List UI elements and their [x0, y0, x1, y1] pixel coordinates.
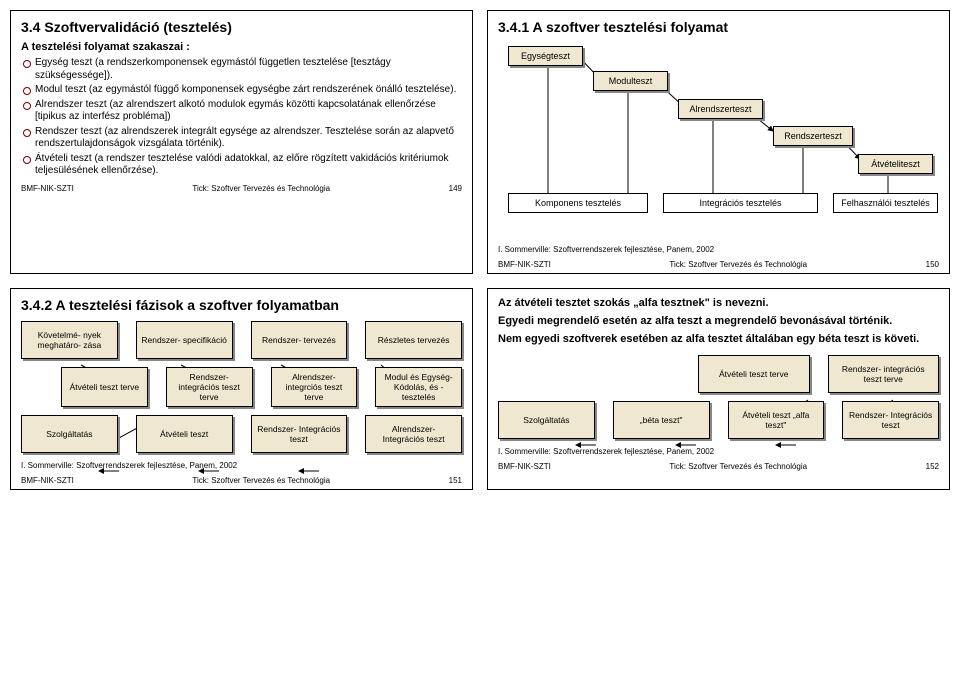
footer-left: BMF-NIK-SZTI	[21, 476, 74, 485]
para: Egyedi megrendelő esetén az alfa teszt a…	[498, 315, 939, 327]
cell: Rendszer- integrációs teszt terve	[166, 367, 253, 407]
para: Nem egyedi szoftverek esetében az alfa t…	[498, 333, 939, 345]
slide-149: 3.4 Szoftvervalidáció (tesztelés) A tesz…	[10, 10, 473, 274]
box-rendszerteszt: Rendszerteszt	[773, 126, 853, 146]
para: Az átvételi tesztet szokás „alfa tesztne…	[498, 297, 939, 309]
citation: I. Sommerville: Szoftverrendszerek fejle…	[498, 245, 939, 254]
bullet-item: Egység teszt (a rendszerkomponensek egym…	[21, 57, 462, 82]
bullet-item: Átvételi teszt (a rendszer tesztelése va…	[21, 153, 462, 178]
footer-center: Tick: Szoftver Tervezés és Technológia	[669, 462, 807, 471]
box-modulteszt: Modulteszt	[593, 71, 668, 91]
box-integr: Integrációs tesztelés	[663, 193, 818, 213]
footer-right: 151	[449, 476, 462, 485]
row-1: Követelmé- nyek meghatáro- zása Rendszer…	[21, 321, 462, 359]
footer-center: Tick: Szoftver Tervezés és Technológia	[192, 476, 330, 485]
slide-title: 3.4.1 A szoftver tesztelési folyamat	[498, 19, 939, 35]
cell: Szolgáltatás	[498, 401, 595, 439]
box-komponens: Komponens tesztelés	[508, 193, 648, 213]
footer-left: BMF-NIK-SZTI	[21, 184, 74, 193]
cell: Modul és Egység- Kódolás, és -tesztelés	[375, 367, 462, 407]
v-diagram: Követelmé- nyek meghatáro- zása Rendszer…	[21, 321, 462, 453]
cell: Rendszer- specifikáció	[136, 321, 233, 359]
cell: „béta teszt"	[613, 401, 710, 439]
slide-footer: BMF-NIK-SZTI Tick: Szoftver Tervezés és …	[21, 184, 462, 193]
v-diagram-2: Átvételi teszt terve Rendszer- integráci…	[498, 355, 939, 439]
slide-footer: BMF-NIK-SZTI Tick: Szoftver Tervezés és …	[21, 476, 462, 485]
bullet-item: Modul teszt (az egymástól függő komponen…	[21, 84, 462, 97]
footer-right: 150	[926, 260, 939, 269]
cell: Alrendszer- Integrációs teszt	[365, 415, 462, 453]
cell: Rendszer- Integrációs teszt	[251, 415, 348, 453]
bullet-list: Egység teszt (a rendszerkomponensek egym…	[21, 57, 462, 178]
footer-center: Tick: Szoftver Tervezés és Technológia	[192, 184, 330, 193]
slide-subhead: A tesztelési folyamat szakaszai :	[21, 41, 462, 53]
row-3: Szolgáltatás Átvételi teszt Rendszer- In…	[21, 415, 462, 453]
slide-footer: BMF-NIK-SZTI Tick: Szoftver Tervezés és …	[498, 260, 939, 269]
cell: Szolgáltatás	[21, 415, 118, 453]
slide-152: Az átvételi tesztet szokás „alfa tesztne…	[487, 288, 950, 490]
slide-title: 3.4 Szoftvervalidáció (tesztelés)	[21, 19, 462, 35]
footer-right: 152	[926, 462, 939, 471]
cell: Rendszer- tervezés	[251, 321, 348, 359]
slide-title: 3.4.2 A tesztelési fázisok a szoftver fo…	[21, 297, 462, 313]
box-felh: Felhasználói tesztelés	[833, 193, 938, 213]
box-egysegteszt: Egységteszt	[508, 46, 583, 66]
box-alrendszerteszt: Alrendszerteszt	[678, 99, 763, 119]
cell: Átvételi teszt terve	[698, 355, 810, 393]
bullet-item: Alrendszer teszt (az alrendszert alkotó …	[21, 99, 462, 124]
box-atveteliteszt: Átvételiteszt	[858, 154, 933, 174]
footer-left: BMF-NIK-SZTI	[498, 260, 551, 269]
cell: Átvételi teszt	[136, 415, 233, 453]
footer-left: BMF-NIK-SZTI	[498, 462, 551, 471]
citation: I. Sommerville: Szoftverrendszerek fejle…	[498, 447, 939, 456]
slide-150: 3.4.1 A szoftver tesztelési folyamat	[487, 10, 950, 274]
cell: Átvételi teszt terve	[61, 367, 148, 407]
footer-center: Tick: Szoftver Tervezés és Technológia	[669, 260, 807, 269]
cell: Alrendszer- integrciós teszt terve	[271, 367, 358, 407]
footer-right: 149	[449, 184, 462, 193]
row-2: Átvételi teszt terve Rendszer- integráci…	[61, 367, 462, 407]
slide-151: 3.4.2 A tesztelési fázisok a szoftver fo…	[10, 288, 473, 490]
row-2: Átvételi teszt terve Rendszer- integráci…	[698, 355, 939, 393]
cell: Követelmé- nyek meghatáro- zása	[21, 321, 118, 359]
cell: Részletes tervezés	[365, 321, 462, 359]
cell: Átvételi teszt „alfa teszt"	[728, 401, 825, 439]
cell: Rendszer- integrációs teszt terve	[828, 355, 940, 393]
cell: Rendszer- Integrációs teszt	[842, 401, 939, 439]
bullet-item: Rendszer teszt (az alrendszerek integrál…	[21, 126, 462, 151]
citation: I. Sommerville: Szoftverrendszerek fejle…	[21, 461, 462, 470]
flow-diagram: Egységteszt Modulteszt Alrendszerteszt R…	[498, 41, 939, 241]
row-3: Szolgáltatás „béta teszt" Átvételi teszt…	[498, 401, 939, 439]
slide-footer: BMF-NIK-SZTI Tick: Szoftver Tervezés és …	[498, 462, 939, 471]
